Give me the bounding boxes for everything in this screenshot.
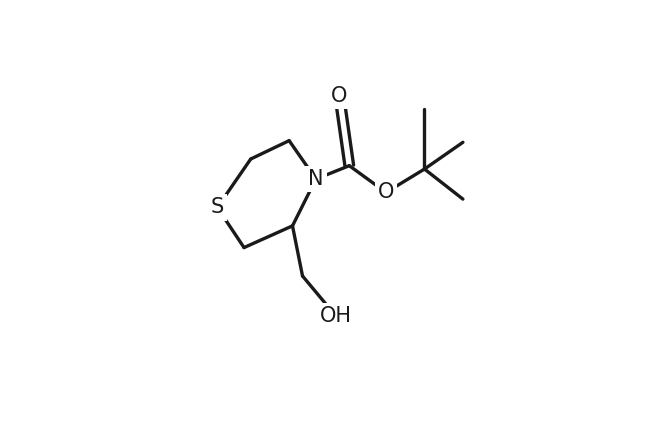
Text: OH: OH <box>320 306 352 326</box>
Text: N: N <box>308 169 324 189</box>
Text: O: O <box>378 182 395 202</box>
Text: O: O <box>331 85 348 105</box>
Text: S: S <box>211 197 224 217</box>
